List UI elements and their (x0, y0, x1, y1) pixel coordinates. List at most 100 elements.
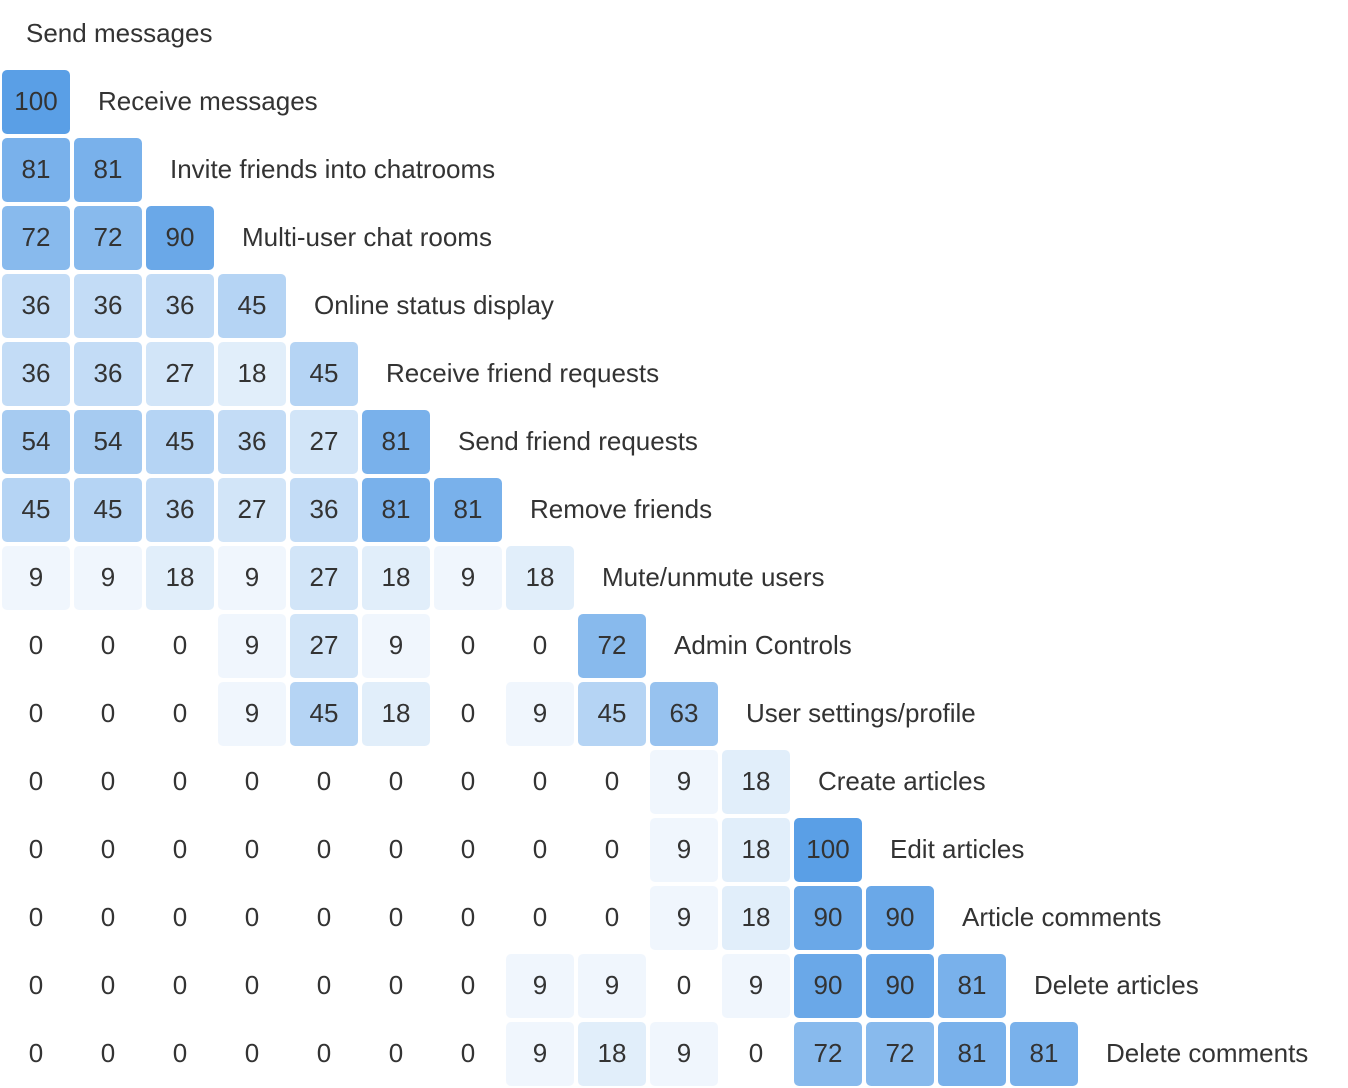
cell-value: 0 (533, 766, 547, 796)
feature-label: Send friend requests (458, 426, 698, 456)
cell-value: 0 (389, 766, 403, 796)
cell (74, 138, 142, 202)
cell (866, 954, 934, 1018)
cell-value: 0 (389, 834, 403, 864)
cell-value: 18 (382, 562, 411, 592)
feature-label: Edit articles (890, 834, 1024, 864)
cell-value: 9 (29, 562, 43, 592)
cell-value: 90 (814, 970, 843, 1000)
cell (938, 954, 1006, 1018)
cell (722, 750, 790, 814)
cell (506, 682, 574, 746)
cell-value: 0 (29, 1038, 43, 1068)
cell (2, 274, 70, 338)
cell (578, 614, 646, 678)
cell (74, 206, 142, 270)
cell-value: 0 (101, 970, 115, 1000)
cell-value: 9 (677, 834, 691, 864)
cell-value: 9 (677, 1038, 691, 1068)
cell-value: 0 (461, 834, 475, 864)
cell (506, 546, 574, 610)
cell (362, 410, 430, 474)
cell-value: 27 (238, 494, 267, 524)
cell-value: 27 (310, 426, 339, 456)
cell-value: 72 (886, 1038, 915, 1068)
cell-value: 27 (310, 562, 339, 592)
cell-value: 54 (94, 426, 123, 456)
cell-value: 0 (461, 970, 475, 1000)
cell (2, 342, 70, 406)
cell-value: 90 (886, 902, 915, 932)
cell-value: 81 (958, 1038, 987, 1068)
cell-value: 0 (101, 1038, 115, 1068)
cell-value: 27 (310, 630, 339, 660)
cell (218, 546, 286, 610)
cell-value: 72 (814, 1038, 843, 1068)
cell-value: 9 (461, 562, 475, 592)
cell (650, 750, 718, 814)
cell-value: 45 (310, 698, 339, 728)
cell (146, 206, 214, 270)
cell (794, 818, 862, 882)
cell (1010, 1022, 1078, 1086)
cell (722, 818, 790, 882)
cell-value: 90 (166, 222, 195, 252)
cell-value: 63 (670, 698, 699, 728)
cell-value: 100 (806, 834, 849, 864)
cell (218, 614, 286, 678)
cell-value: 0 (389, 902, 403, 932)
cell (146, 274, 214, 338)
cell (362, 478, 430, 542)
cell-value: 27 (166, 358, 195, 388)
cell (290, 478, 358, 542)
feature-label: Mute/unmute users (602, 562, 825, 592)
feature-label: Invite friends into chatrooms (170, 154, 495, 184)
cell-value: 9 (245, 698, 259, 728)
cell-value: 0 (173, 1038, 187, 1068)
feature-label: Send messages (26, 18, 212, 48)
cell-value: 0 (533, 834, 547, 864)
cell (74, 546, 142, 610)
cell-value: 18 (166, 562, 195, 592)
cell (578, 682, 646, 746)
cell-value: 0 (173, 834, 187, 864)
cell-value: 0 (173, 766, 187, 796)
cell-value: 72 (598, 630, 627, 660)
cell (722, 954, 790, 1018)
cell-value: 0 (317, 834, 331, 864)
cell-value: 0 (173, 630, 187, 660)
feature-label: Create articles (818, 766, 986, 796)
cell (866, 1022, 934, 1086)
cell-value: 81 (382, 426, 411, 456)
cell-value: 18 (526, 562, 555, 592)
cell (362, 546, 430, 610)
cell (74, 342, 142, 406)
cell-value: 9 (533, 1038, 547, 1068)
cell-value: 0 (389, 970, 403, 1000)
cell-value: 90 (886, 970, 915, 1000)
cell-value: 81 (22, 154, 51, 184)
cell-value: 9 (605, 970, 619, 1000)
cell-value: 45 (598, 698, 627, 728)
cell (434, 478, 502, 542)
cell-value: 0 (533, 902, 547, 932)
cell-value: 0 (245, 1038, 259, 1068)
cell (2, 410, 70, 474)
cell-value: 36 (166, 494, 195, 524)
cell-value: 9 (677, 766, 691, 796)
cell-value: 0 (173, 970, 187, 1000)
cell-value: 81 (454, 494, 483, 524)
feature-label: Admin Controls (674, 630, 852, 660)
cell-value: 0 (29, 630, 43, 660)
cell (794, 954, 862, 1018)
cell (2, 206, 70, 270)
cell-value: 81 (1030, 1038, 1059, 1068)
cell-value: 45 (238, 290, 267, 320)
cell (290, 546, 358, 610)
cell-value: 18 (742, 834, 771, 864)
cell (2, 138, 70, 202)
cell-value: 18 (742, 902, 771, 932)
cell-value: 0 (461, 630, 475, 660)
feature-label: Remove friends (530, 494, 712, 524)
cell-value: 9 (533, 970, 547, 1000)
